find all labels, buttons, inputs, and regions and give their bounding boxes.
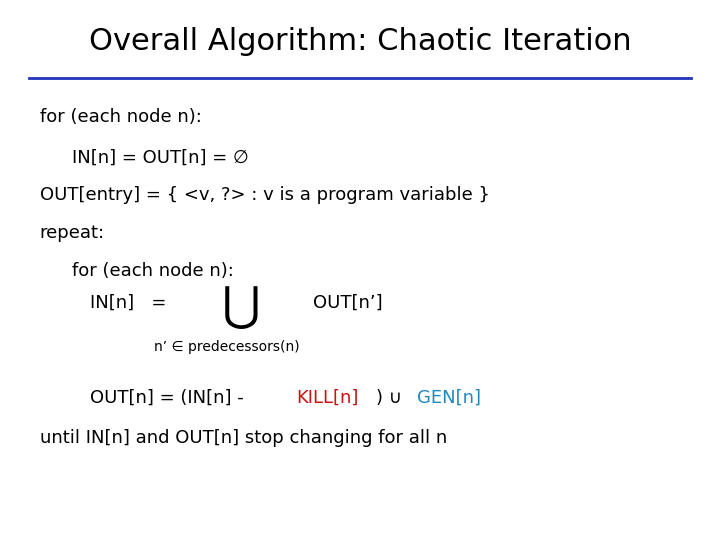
Text: KILL[n]: KILL[n]: [296, 389, 358, 407]
Text: ⋃: ⋃: [222, 285, 261, 330]
Text: n’ ∈ predecessors(n): n’ ∈ predecessors(n): [154, 340, 300, 354]
Text: OUT[entry] = { <v, ?> : v is a program variable }: OUT[entry] = { <v, ?> : v is a program v…: [40, 186, 490, 204]
Text: Overall Algorithm: Chaotic Iteration: Overall Algorithm: Chaotic Iteration: [89, 27, 631, 56]
Text: IN[n]   =: IN[n] =: [90, 293, 166, 312]
Text: for (each node n):: for (each node n):: [72, 262, 234, 280]
Text: for (each node n):: for (each node n):: [40, 108, 202, 126]
Text: IN[n] = OUT[n] = ∅: IN[n] = OUT[n] = ∅: [72, 148, 248, 166]
Text: until IN[n] and OUT[n] stop changing for all n: until IN[n] and OUT[n] stop changing for…: [40, 429, 447, 447]
Text: OUT[n’]: OUT[n’]: [313, 293, 383, 312]
Text: ) ∪: ) ∪: [377, 389, 408, 407]
Text: repeat:: repeat:: [40, 224, 104, 242]
Text: GEN[n]: GEN[n]: [417, 389, 481, 407]
Text: OUT[n] = (IN[n] -: OUT[n] = (IN[n] -: [90, 389, 250, 407]
